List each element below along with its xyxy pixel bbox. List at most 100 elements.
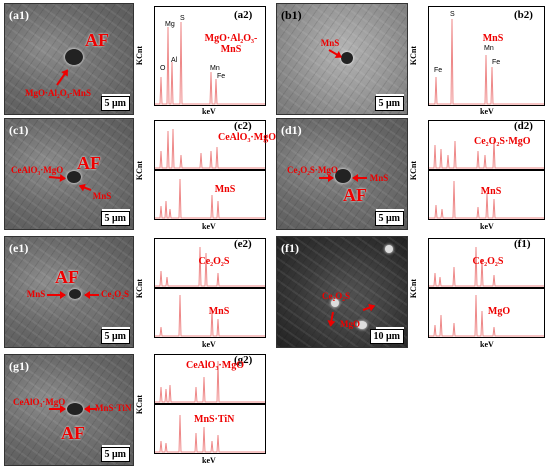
scale-label: 10 μm <box>369 329 404 344</box>
sem-image-f1: (f1) Ce₂O₂S MgO 10 μm <box>276 236 408 348</box>
sem-image-a1: (a1) AF MgO·Al₂O₃-MnS 5 μm <box>4 3 134 115</box>
phase-label-bottom: MnS <box>214 184 236 195</box>
plot-area-bottom <box>428 288 545 338</box>
phase-label-bottom: MnS·TiN <box>194 414 235 425</box>
peak-label-al: Al <box>171 57 178 64</box>
af-label: AF <box>55 267 79 287</box>
annotation-arrow-1 <box>49 405 66 413</box>
plot-area-bottom <box>154 404 266 454</box>
x-axis-label: keV <box>480 222 494 231</box>
scale-label: 5 μm <box>100 329 130 344</box>
scale-bar <box>102 445 130 448</box>
phase-label-bottom: MnS <box>480 186 502 197</box>
panel-label: (f1) <box>514 238 531 250</box>
phase-label: MgO·Al₂O₃-MnS <box>204 33 258 55</box>
inclusion-annotation-2: MnS <box>92 191 112 201</box>
annotation-arrow <box>56 69 69 86</box>
annotation-arrow <box>328 49 342 58</box>
panel-label: (f1) <box>281 241 299 255</box>
plot-area-top <box>154 120 266 170</box>
inclusion-annotation-2: MgO <box>340 319 360 329</box>
scale-bar <box>102 327 130 330</box>
panel-label: (a1) <box>9 8 29 22</box>
x-axis-label: keV <box>202 340 216 349</box>
sem-image-c1: (c1) AF CeAlO₃·MgO MnS 5 μm <box>4 118 134 230</box>
inclusion-annotation-2: MnS <box>369 173 389 183</box>
scale-bar <box>376 94 404 97</box>
af-label: AF <box>85 30 109 50</box>
phase-label-top: Ce₂O₂S <box>472 256 504 267</box>
x-axis-label: keV <box>480 340 494 349</box>
spectrum-line-bottom <box>155 178 265 219</box>
x-axis-label: keV <box>202 222 216 231</box>
sem-image-g1: (g1) AF CeAlO₃·MgO MnS·TiN 5 μm <box>4 354 134 466</box>
inclusion-annotation-1: Ce₂O₂S·MgO <box>287 165 338 175</box>
phase-label-top: Ce₂O₂S <box>198 256 230 267</box>
annotation-arrow-1 <box>329 311 334 326</box>
peak-label-s: S <box>180 15 185 22</box>
af-label: AF <box>343 185 367 205</box>
annotation-arrow-2 <box>353 177 367 179</box>
eds-spectrum-c2: KCnt keV (c2) CeAlO₃·MgO MnS <box>134 118 276 236</box>
eds-spectrum-f2: KCnt keV (f1) Ce₂O₂S MgO <box>408 236 548 354</box>
peak-label-fe: Fe <box>217 73 226 80</box>
spectrum-line-top <box>429 138 544 169</box>
af-label: AF <box>61 423 85 443</box>
annotation-arrow-2 <box>85 408 97 410</box>
y-axis-label: KCnt <box>135 45 145 66</box>
panel-label: (g1) <box>9 359 29 373</box>
panel-label: (b2) <box>514 9 533 21</box>
spectrum-line-top <box>155 246 265 287</box>
plot-area-top <box>428 238 545 288</box>
phase-label-bottom: MgO <box>487 306 511 317</box>
scale-label: 5 μm <box>100 96 130 111</box>
spectrum-line-bottom <box>155 414 265 453</box>
inclusion-annotation: MgO·Al₂O₃-MnS <box>25 88 91 98</box>
scale-label: 5 μm <box>374 211 404 226</box>
plot-area <box>154 6 266 106</box>
peak-label-mn: Mn <box>210 65 220 72</box>
y-axis-label: KCnt <box>409 45 419 66</box>
peak-label-fe2: Fe <box>492 59 501 66</box>
plot-area-bottom <box>428 170 545 220</box>
inclusion-particle-1 <box>331 299 339 307</box>
spectrum-line-bottom <box>155 294 265 337</box>
panel-label: (d1) <box>281 123 302 137</box>
phase-label: MnS <box>482 33 504 44</box>
panel-label: (e2) <box>234 238 252 250</box>
plot-area-bottom <box>154 288 266 338</box>
spectrum-line-top <box>429 246 544 287</box>
panel-label: (g2) <box>234 354 253 366</box>
inclusion-annotation-1: CeAlO₃·MgO <box>11 165 64 175</box>
inclusion-annotation: MnS <box>320 38 340 48</box>
spectrum-line-top <box>155 128 265 169</box>
inclusion-annotation-1: CeAlO₃·MgO <box>13 397 66 407</box>
peak-label-fe: Fe <box>434 67 443 74</box>
spectrum-line-bottom <box>429 294 544 337</box>
eds-spectrum-e2: KCnt keV (e2) Ce₂O₂S MnS <box>134 236 269 354</box>
inclusion-particle <box>341 52 353 64</box>
scale-label: 5 μm <box>100 211 130 226</box>
sem-image-b1: (b1) MnS 5 μm <box>276 3 408 115</box>
eds-spectrum-d2: KCnt keV (d2) Ce₂O₂S·MgO MnS <box>408 118 548 236</box>
eds-spectrum-g2: KCnt keV (g2) CeAlO₃·MgO MnS·TiN <box>134 352 269 468</box>
panel-label: (e1) <box>9 241 29 255</box>
eds-spectrum-b2: KCnt keV (b2) MnS Fe S Mn Fe <box>408 3 548 118</box>
scale-bar <box>376 209 404 212</box>
inclusion-particle <box>67 403 83 415</box>
phase-label-top: Ce₂O₂S·MgO <box>474 136 531 147</box>
annotation-arrow-2 <box>79 184 92 191</box>
annotation-arrow-2 <box>85 294 99 296</box>
spectrum-line-bottom <box>429 180 544 219</box>
spectrum-line <box>429 18 544 105</box>
y-axis-label: KCnt <box>135 160 145 181</box>
inclusion-particle <box>69 289 81 299</box>
inclusion-annotation-2: Ce₂O₂S <box>101 289 129 299</box>
x-axis-label: keV <box>202 456 216 465</box>
x-axis-label: keV <box>480 107 494 116</box>
plot-area-top <box>428 120 545 170</box>
inclusion-annotation-1: MnS <box>26 289 46 299</box>
inclusion-particle-2 <box>357 321 367 329</box>
y-axis-label: KCnt <box>409 278 419 299</box>
panel-label: (b1) <box>281 8 302 22</box>
